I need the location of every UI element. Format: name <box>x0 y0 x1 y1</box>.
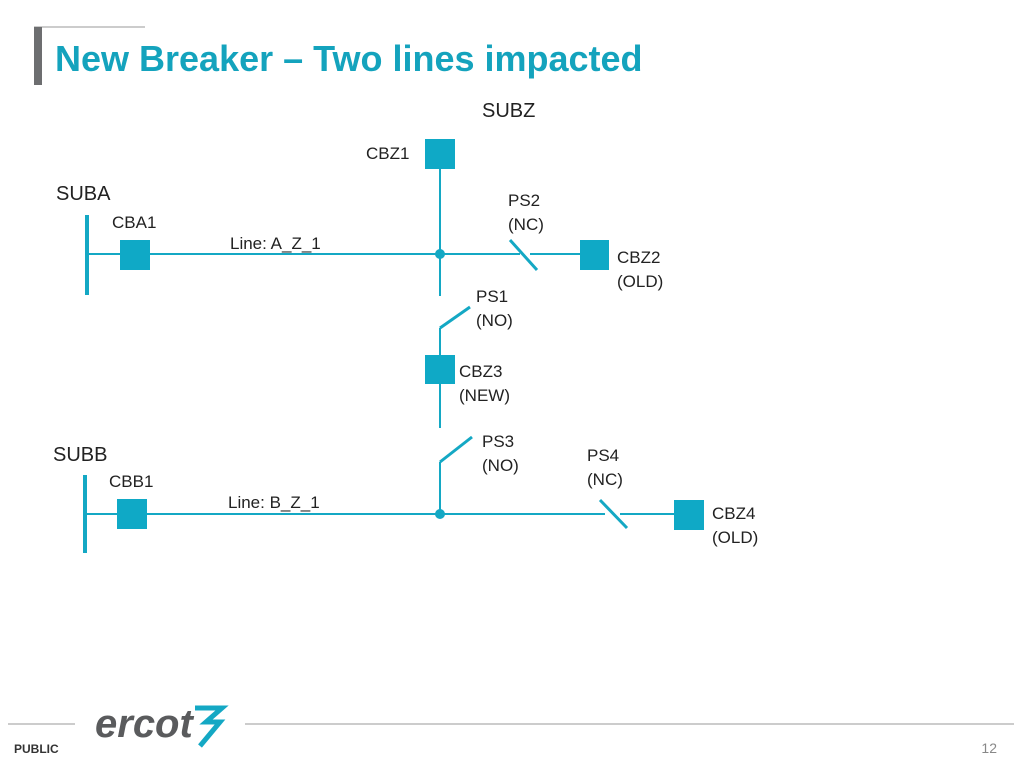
node-label: CBZ1 <box>366 144 409 163</box>
switch <box>598 498 629 530</box>
classification: PUBLIC <box>14 742 59 756</box>
breaker <box>674 500 704 530</box>
junction <box>435 509 445 519</box>
node-label: (NC) <box>508 215 544 234</box>
node-label: CBB1 <box>109 472 153 491</box>
node-label: CBZ3 <box>459 362 502 381</box>
breaker <box>425 355 455 384</box>
node-label: PS1 <box>476 287 508 306</box>
page-number: 12 <box>981 740 997 756</box>
diagram <box>83 139 704 553</box>
title: New Breaker – Two lines impacted <box>55 38 643 79</box>
node-label: (OLD) <box>712 528 758 547</box>
node-label: PS3 <box>482 432 514 451</box>
node-label: CBZ4 <box>712 504 755 523</box>
node-label: (NEW) <box>459 386 510 405</box>
node-label: CBA1 <box>112 213 156 232</box>
node-label: CBZ2 <box>617 248 660 267</box>
node-label: (NO) <box>476 311 513 330</box>
node-label: (NC) <box>587 470 623 489</box>
node-label: (OLD) <box>617 272 663 291</box>
logo-mark <box>195 705 229 748</box>
switch <box>508 238 539 272</box>
title-bar <box>34 27 42 85</box>
switch <box>439 435 473 464</box>
node-label: SUBB <box>53 444 107 466</box>
node-label: PS2 <box>508 191 540 210</box>
breaker <box>120 240 150 270</box>
breaker <box>425 139 455 169</box>
node-label: SUBZ <box>482 100 535 122</box>
logo: ercot <box>95 702 194 746</box>
node-label: Line: A_Z_1 <box>230 234 321 253</box>
breaker <box>117 499 147 529</box>
breaker <box>580 240 609 270</box>
node-label: SUBA <box>56 183 111 205</box>
node-label: Line: B_Z_1 <box>228 493 320 512</box>
junction <box>435 249 445 259</box>
node-label: (NO) <box>482 456 519 475</box>
switch <box>439 305 471 330</box>
node-label: PS4 <box>587 446 619 465</box>
